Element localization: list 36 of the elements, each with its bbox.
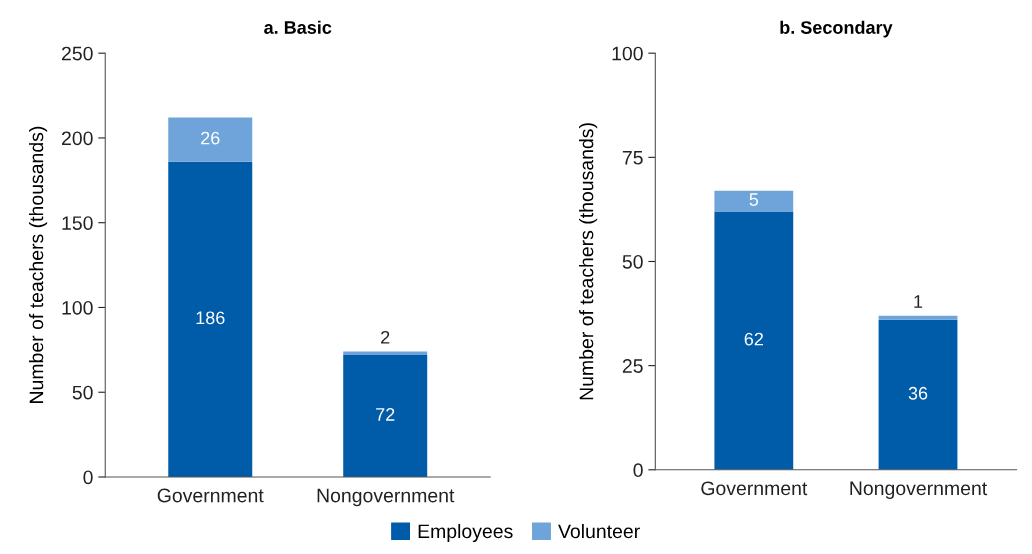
y-tick-label: 25 — [622, 359, 643, 373]
data-label: 36 — [908, 386, 928, 400]
y-tick-label: 0 — [633, 463, 643, 478]
bar — [878, 319, 958, 470]
y-tick-label: 50 — [622, 254, 643, 269]
y-tick-label: 0 — [83, 470, 93, 485]
chart-title: b. Secondary — [780, 20, 893, 38]
y-tick-label: 75 — [622, 151, 643, 165]
data-label: 186 — [196, 311, 225, 325]
chart-title: a. Basic — [264, 20, 332, 34]
bar — [343, 354, 428, 477]
y-tick-label: 100 — [62, 300, 93, 315]
bar — [168, 117, 253, 162]
bar — [878, 315, 958, 320]
x-tick-label: Government — [157, 488, 264, 503]
y-tick-label: 50 — [72, 385, 93, 400]
legend-label: Volunteer — [558, 523, 640, 539]
bar — [714, 211, 794, 470]
y-tick-label: 150 — [62, 216, 93, 230]
legend-label: Employees — [418, 523, 513, 543]
y-axis-title: Number of teachers (thousands) — [29, 126, 48, 403]
bar — [714, 190, 794, 212]
x-tick-label: Government — [701, 481, 808, 496]
data-label: 72 — [376, 408, 395, 421]
data-label: 2 — [381, 330, 390, 344]
data-label: 62 — [744, 332, 763, 346]
data-label: 5 — [749, 193, 759, 206]
bar — [168, 161, 253, 477]
data-label: 1 — [914, 295, 923, 308]
x-tick-label: Nongovernment — [317, 488, 455, 507]
y-tick-label: 250 — [62, 46, 93, 61]
data-label: 26 — [201, 131, 220, 145]
y-axis-title: Number of teachers (thousands) — [579, 123, 598, 400]
y-tick-label: 200 — [62, 131, 93, 146]
y-tick-label: 100 — [612, 46, 643, 61]
x-tick-label: Nongovernment — [850, 481, 988, 500]
